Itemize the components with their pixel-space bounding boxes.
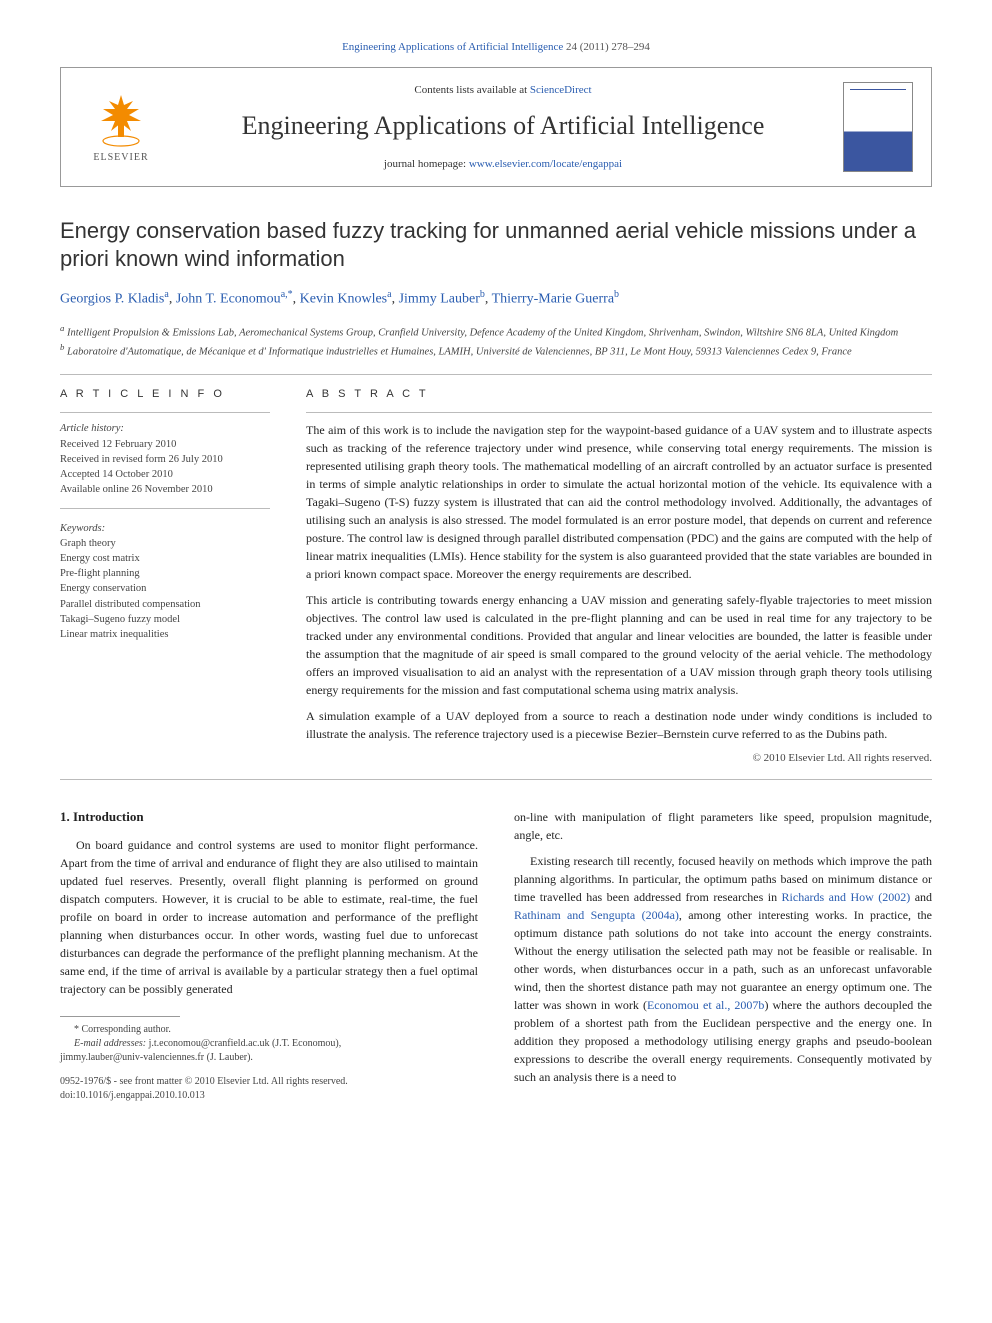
contents-prefix: Contents lists available at — [414, 84, 529, 96]
author-link[interactable]: Thierry-Marie Guerra — [492, 292, 614, 307]
author-link[interactable]: John T. Economou — [176, 292, 281, 307]
abstract-paragraph: A simulation example of a UAV deployed f… — [306, 707, 932, 743]
section-heading-introduction: 1. Introduction — [60, 808, 478, 826]
journal-homepage-link[interactable]: www.elsevier.com/locate/engappai — [469, 158, 622, 170]
elsevier-logo: ELSEVIER — [79, 89, 163, 165]
history-online: Available online 26 November 2010 — [60, 484, 213, 495]
paper-title: Energy conservation based fuzzy tracking… — [60, 217, 932, 272]
history-accepted: Accepted 14 October 2010 — [60, 469, 173, 480]
separator — [306, 412, 932, 413]
keyword: Energy conservation — [60, 583, 146, 594]
intro-text: , among other interesting works. In prac… — [514, 908, 932, 1012]
keyword: Linear matrix inequalities — [60, 629, 168, 640]
article-history: Article history: Received 12 February 20… — [60, 421, 270, 497]
issn-line: 0952-1976/$ - see front matter © 2010 El… — [60, 1075, 478, 1089]
running-citation: Engineering Applications of Artificial I… — [60, 40, 932, 55]
journal-homepage-prefix: journal homepage: — [384, 158, 469, 170]
author-aff-sup: b — [480, 289, 485, 300]
author-link[interactable]: Georgios P. Kladis — [60, 292, 164, 307]
body-column-right: on-line with manipulation of flight para… — [514, 808, 932, 1103]
journal-title: Engineering Applications of Artificial I… — [179, 108, 827, 144]
author-aff-sup: a — [164, 289, 168, 300]
intro-paragraph: On board guidance and control systems ar… — [60, 836, 478, 998]
abstract-body: The aim of this work is to include the n… — [306, 421, 932, 743]
journal-header-center: Contents lists available at ScienceDirec… — [179, 83, 827, 172]
history-revised: Received in revised form 26 July 2010 — [60, 454, 223, 465]
journal-header-box: ELSEVIER Contents lists available at Sci… — [60, 67, 932, 187]
intro-paragraph: Existing research till recently, focused… — [514, 852, 932, 1086]
elsevier-wordmark: ELSEVIER — [93, 151, 148, 165]
keyword: Parallel distributed compensation — [60, 599, 201, 610]
affiliation-a: a Intelligent Propulsion & Emissions Lab… — [60, 322, 932, 341]
author-aff-sup: a,* — [281, 289, 293, 300]
abstract-copyright: © 2010 Elsevier Ltd. All rights reserved… — [306, 751, 932, 766]
separator — [60, 412, 270, 413]
body-column-left: 1. Introduction On board guidance and co… — [60, 808, 478, 1103]
citation-link[interactable]: Rathinam and Sengupta (2004a) — [514, 908, 679, 922]
article-info-heading: A R T I C L E I N F O — [60, 387, 270, 402]
affiliation-b: b Laboratoire d'Automatique, de Mécaniqu… — [60, 341, 932, 360]
abstract-heading: A B S T R A C T — [306, 387, 932, 402]
author-link[interactable]: Jimmy Lauber — [399, 292, 480, 307]
running-citation-journal-link[interactable]: Engineering Applications of Artificial I… — [342, 41, 563, 53]
doi-block: 0952-1976/$ - see front matter © 2010 El… — [60, 1075, 478, 1103]
author-link[interactable]: Kevin Knowles — [300, 292, 388, 307]
email-label: E-mail addresses: — [74, 1038, 146, 1049]
email-address: j.t.economou@cranfield.ac.uk (J.T. Econo… — [149, 1038, 342, 1049]
footnote-separator — [60, 1016, 180, 1017]
keyword: Energy cost matrix — [60, 553, 140, 564]
article-history-label: Article history: — [60, 423, 124, 434]
affiliation-b-text: Laboratoire d'Automatique, de Mécanique … — [67, 346, 852, 357]
separator — [60, 779, 932, 780]
sciencedirect-link[interactable]: ScienceDirect — [530, 84, 592, 96]
info-abstract-row: A R T I C L E I N F O Article history: R… — [60, 387, 932, 767]
email-address: jimmy.lauber@univ-valenciennes.fr (J. La… — [60, 1052, 253, 1063]
separator — [60, 374, 932, 375]
corresponding-author-note: * Corresponding author. — [60, 1023, 478, 1037]
intro-text: and — [910, 890, 932, 904]
journal-homepage-line: journal homepage: www.elsevier.com/locat… — [179, 157, 827, 172]
running-citation-volume: 24 (2011) 278–294 — [566, 41, 650, 53]
abstract-paragraph: The aim of this work is to include the n… — [306, 421, 932, 583]
keyword: Takagi–Sugeno fuzzy model — [60, 614, 180, 625]
article-info-column: A R T I C L E I N F O Article history: R… — [60, 387, 270, 767]
citation-link[interactable]: Richards and How (2002) — [782, 890, 911, 904]
journal-cover-thumbnail — [843, 82, 913, 172]
author-aff-sup: a — [387, 289, 391, 300]
body-columns: 1. Introduction On board guidance and co… — [60, 808, 932, 1103]
contents-available-line: Contents lists available at ScienceDirec… — [179, 83, 827, 98]
keywords-label: Keywords: — [60, 523, 105, 534]
keyword: Pre-flight planning — [60, 568, 140, 579]
keyword: Graph theory — [60, 538, 116, 549]
keywords-block: Keywords: Graph theory Energy cost matri… — [60, 521, 270, 643]
citation-link[interactable]: Economou et al., 2007b — [647, 998, 765, 1012]
email-footnote: E-mail addresses: j.t.economou@cranfield… — [60, 1037, 478, 1065]
affiliation-a-text: Intelligent Propulsion & Emissions Lab, … — [67, 327, 898, 338]
doi-line: doi:10.1016/j.engappai.2010.10.013 — [60, 1089, 478, 1103]
separator — [60, 508, 270, 509]
abstract-column: A B S T R A C T The aim of this work is … — [306, 387, 932, 767]
author-aff-sup: b — [614, 289, 619, 300]
affiliations: a Intelligent Propulsion & Emissions Lab… — [60, 322, 932, 360]
intro-paragraph: on-line with manipulation of flight para… — [514, 808, 932, 844]
history-received: Received 12 February 2010 — [60, 439, 176, 450]
elsevier-tree-icon — [91, 89, 151, 149]
author-list: Georgios P. Kladisa, John T. Economoua,*… — [60, 288, 932, 309]
abstract-paragraph: This article is contributing towards ene… — [306, 591, 932, 699]
